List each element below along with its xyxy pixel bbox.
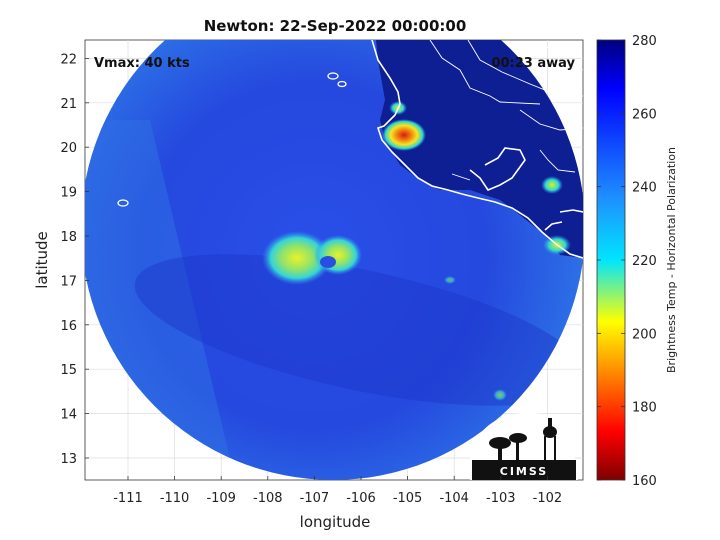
- x-tick-label: -104: [439, 491, 469, 506]
- x-tick-label: -105: [393, 491, 423, 506]
- colorbar: 280 260 240 220 200 180 160 Brightness Temp - …: [596, 34, 678, 489]
- y-tick-label: 13: [60, 452, 77, 467]
- y-tick-label: 17: [60, 274, 77, 289]
- colorbar-scale: [596, 39, 626, 481]
- figure-title: Newton: 22-Sep-2022 00:00:00: [204, 17, 467, 35]
- x-axis-label: longitude: [300, 513, 371, 531]
- colorbar-tick-label: 260: [632, 107, 657, 122]
- cyclone-eye: [320, 256, 336, 268]
- y-tick-label: 18: [60, 230, 77, 245]
- vmax-label: Vmax: 40 kts: [94, 56, 190, 71]
- cimss-logo: CIMSS: [470, 412, 578, 480]
- y-tick-label: 22: [60, 52, 77, 67]
- colorbar-label: Brightness Temp - Horizontal Polarizatio…: [665, 147, 678, 373]
- x-tick-label: -108: [253, 491, 283, 506]
- x-tick-label: -102: [533, 491, 563, 506]
- logo-text: CIMSS: [500, 465, 548, 478]
- y-tick-label: 16: [60, 319, 77, 334]
- y-tick-label: 15: [60, 363, 77, 378]
- plot-area: Vmax: 40 kts 00:23 away CIMSS -111 -110 -1…: [60, 39, 584, 506]
- x-tick-label: -106: [346, 491, 376, 506]
- x-tick-label: -109: [206, 491, 236, 506]
- colorbar-ticks: 280 260 240 220 200 180 160: [597, 34, 657, 489]
- y-tick-label: 19: [60, 186, 77, 201]
- convection-cell: [541, 176, 563, 194]
- dark-band: [134, 254, 583, 406]
- convection-cell: [493, 389, 507, 401]
- logo-dish-icon: [489, 433, 527, 461]
- cyclone-band: [314, 235, 362, 275]
- y-axis-ticks: 13 14 15 16 17 18 19 20 21 22: [60, 52, 89, 467]
- islands: [117, 72, 347, 207]
- cyclone-core: [262, 231, 332, 285]
- state-borders: [429, 40, 583, 181]
- time-away-label: 00:23 away: [491, 56, 575, 71]
- colorbar-tick-label: 280: [632, 34, 657, 49]
- x-tick-label: -103: [486, 491, 516, 506]
- convection-hotspot: [382, 119, 426, 151]
- x-axis-ticks: -111 -110 -109 -108 -107 -106 -105 -104 -103 -102: [113, 476, 562, 506]
- y-tick-label: 20: [60, 141, 77, 156]
- colorbar-tick-label: 220: [632, 254, 657, 269]
- y-axis-label: latitude: [33, 231, 51, 289]
- coastline: [371, 40, 583, 259]
- x-tick-label: -107: [300, 491, 330, 506]
- colorbar-tick-label: 240: [632, 181, 657, 196]
- logo-tower-icon: [543, 418, 557, 461]
- y-tick-label: 21: [60, 97, 77, 112]
- convection-cell: [444, 276, 456, 284]
- colorbar-tick-label: 200: [632, 327, 657, 342]
- colorbar-tick-label: 180: [632, 401, 657, 416]
- logo-band: [472, 460, 576, 480]
- y-tick-label: 14: [60, 408, 77, 423]
- x-tick-label: -111: [113, 491, 143, 506]
- x-tick-label: -110: [160, 491, 190, 506]
- colorbar-tick-label: 160: [632, 474, 657, 489]
